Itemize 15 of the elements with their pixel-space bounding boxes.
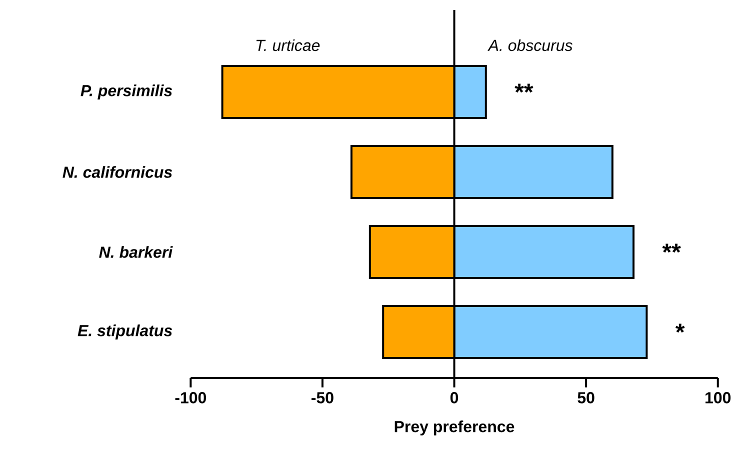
series-label: A. obscurus	[488, 39, 572, 52]
x-axis-title: Prey preference	[394, 420, 514, 436]
y-tick-label: N. californicus	[62, 166, 172, 178]
annotation: *	[675, 324, 685, 333]
y-tick-label: E. stipulatus	[78, 324, 172, 340]
x-tick-label: -50	[312, 392, 334, 404]
y-tick-label: P. persimilis	[80, 84, 172, 100]
annotation: **	[514, 84, 534, 93]
y-tick-label: N. barkeri	[99, 246, 173, 258]
x-tick-label: -100	[175, 392, 206, 404]
annotation: **	[662, 244, 681, 253]
x-tick-label: 50	[578, 392, 594, 404]
series-label: T. urticae	[256, 39, 320, 52]
x-tick-label: 0	[450, 392, 458, 404]
x-tick-label: 100	[706, 392, 731, 404]
